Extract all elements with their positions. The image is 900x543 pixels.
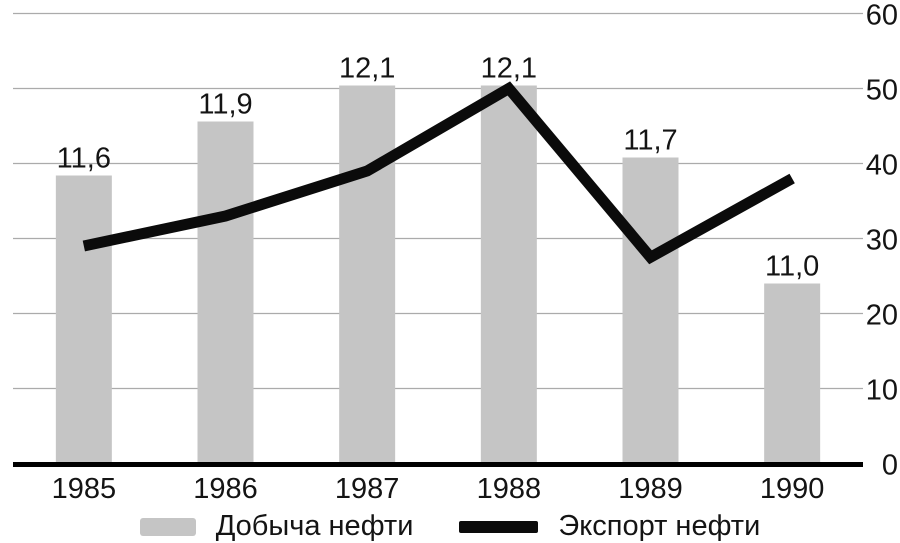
bar-value-label: 12,1	[481, 53, 537, 85]
bar-value-label: 11,9	[198, 89, 252, 121]
x-axis-category-label: 1989	[618, 473, 683, 505]
right-axis-tick-label: 50	[866, 75, 898, 107]
legend-label-production: Добыча нефти	[215, 510, 414, 542]
legend-item-production: Добыча нефти	[139, 510, 414, 542]
legend-item-export: Экспорт нефти	[459, 512, 760, 541]
x-axis-category-label: 1990	[760, 473, 825, 505]
legend-label-export: Экспорт нефти	[558, 510, 761, 542]
bar-1988	[480, 85, 537, 465]
bar-1987	[339, 85, 396, 465]
right-axis-tick-label: 0	[882, 450, 898, 482]
bar-1989	[622, 157, 679, 465]
bar-1990	[764, 283, 821, 465]
bar-series-swatch-icon	[139, 517, 196, 536]
bar-1986	[197, 121, 254, 465]
right-axis-tick-label: 20	[866, 300, 898, 332]
bar-value-label: 11,0	[765, 251, 819, 283]
x-axis-category-label: 1986	[193, 473, 258, 505]
right-axis-tick-label: 60	[866, 0, 898, 32]
export-line	[82, 81, 795, 265]
right-axis-tick-label: 30	[866, 225, 898, 257]
bar-value-label: 12,1	[339, 53, 395, 85]
x-axis-category-label: 1987	[335, 473, 400, 505]
right-axis-tick-label: 10	[866, 375, 898, 407]
right-axis-tick-label: 40	[866, 150, 898, 182]
bar-value-label: 11,7	[623, 125, 677, 157]
x-axis-category-label: 1985	[52, 473, 117, 505]
bar-value-label: 11,6	[57, 143, 111, 175]
bar-1985	[55, 175, 112, 465]
x-axis-category-label: 1988	[477, 473, 542, 505]
line-series-swatch-icon	[459, 520, 539, 533]
legend: Добыча нефти Экспорт нефти	[0, 512, 900, 541]
